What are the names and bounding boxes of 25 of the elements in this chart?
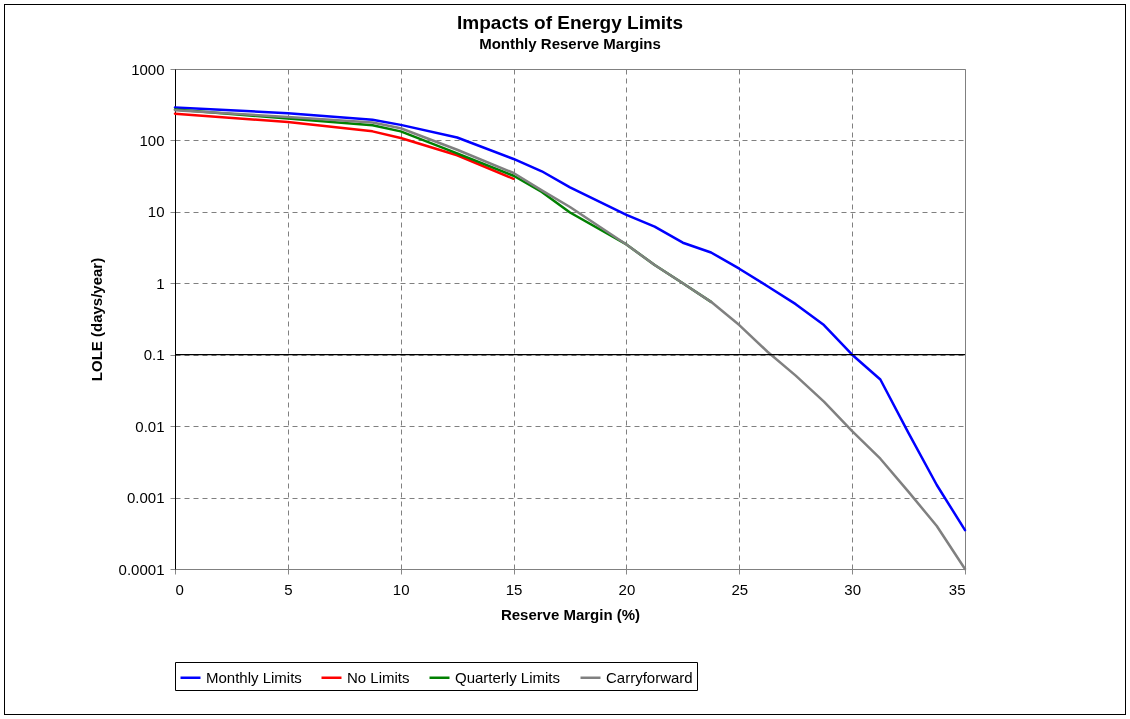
x-tick-label: 25 [731,580,749,598]
y-tick-label: 0.1 [143,346,165,364]
chart-title: Impacts of Energy Limits [457,12,683,33]
chart-subtitle: Monthly Reserve Margins [479,35,661,52]
x-tick-label: 10 [392,580,410,598]
y-tick-label: 1 [156,274,165,292]
y-tick-label: 0.01 [135,417,165,435]
legend-label: Monthly Limits [206,668,302,686]
x-tick-label: 20 [618,580,636,598]
line-series [173,112,515,181]
y-tick-label: 100 [139,131,165,149]
x-tick-label: 30 [844,580,861,598]
x-tick-label: 5 [284,580,293,598]
x-tick-label: 0 [175,580,184,598]
y-tick-label: 1000 [131,60,165,78]
y-tick-label: 0.001 [126,489,165,507]
y-axis-title: LOLE (days/year) [87,257,105,382]
legend-label: No Limits [347,668,410,686]
x-tick-label: 35 [948,580,966,598]
legend-label: Carryforward [606,668,693,686]
y-tick-label: 0.0001 [118,560,165,578]
y-tick-label: 10 [147,203,165,221]
x-axis-title: Reserve Margin (%) [500,605,641,623]
legend-label: Quarterly Limits [455,668,561,686]
x-tick-label: 15 [505,580,523,598]
